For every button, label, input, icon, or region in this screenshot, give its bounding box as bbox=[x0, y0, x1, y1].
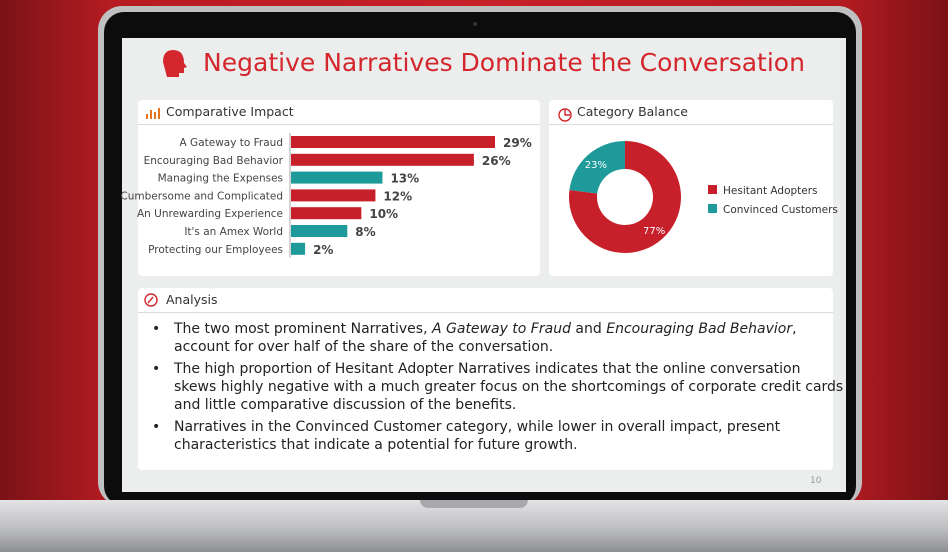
category-label: Encouraging Bad Behavior bbox=[144, 155, 284, 167]
bar bbox=[291, 207, 361, 219]
bar-icon bbox=[146, 108, 160, 119]
value-label: 12% bbox=[383, 189, 412, 203]
legend-label: Convinced Customers bbox=[723, 204, 838, 216]
legend-swatch bbox=[708, 204, 717, 213]
value-label: 77% bbox=[643, 226, 665, 237]
category-label: Managing the Expenses bbox=[158, 173, 283, 185]
category-label: Cumbersome and Complicated bbox=[120, 190, 283, 202]
bar bbox=[291, 225, 347, 237]
category-label: A Gateway to Fraud bbox=[180, 137, 283, 149]
legend-swatch bbox=[708, 185, 717, 194]
bar bbox=[291, 189, 375, 201]
value-label: 26% bbox=[482, 154, 511, 168]
charts: A Gateway to Fraud 29% Encouraging Bad Beh… bbox=[0, 0, 948, 552]
bar bbox=[291, 154, 474, 166]
value-label: 10% bbox=[369, 207, 398, 221]
value-label: 8% bbox=[355, 225, 375, 239]
bar bbox=[291, 136, 495, 148]
logo bbox=[163, 50, 187, 77]
category-label: Protecting our Employees bbox=[148, 244, 283, 256]
category-label: It's an Amex World bbox=[184, 226, 283, 238]
camera bbox=[473, 22, 477, 26]
category-label: An Unrewarding Experience bbox=[137, 208, 283, 220]
analysis-pen bbox=[148, 297, 153, 303]
legend-label: Hesitant Adopters bbox=[723, 185, 818, 197]
value-label: 2% bbox=[313, 243, 333, 257]
page: Comparative Impact Category Balance Anal… bbox=[0, 0, 948, 552]
value-label: 13% bbox=[390, 172, 419, 186]
bar bbox=[291, 172, 382, 184]
value-label: 23% bbox=[585, 160, 607, 171]
value-label: 29% bbox=[503, 136, 532, 150]
bar bbox=[291, 243, 305, 255]
